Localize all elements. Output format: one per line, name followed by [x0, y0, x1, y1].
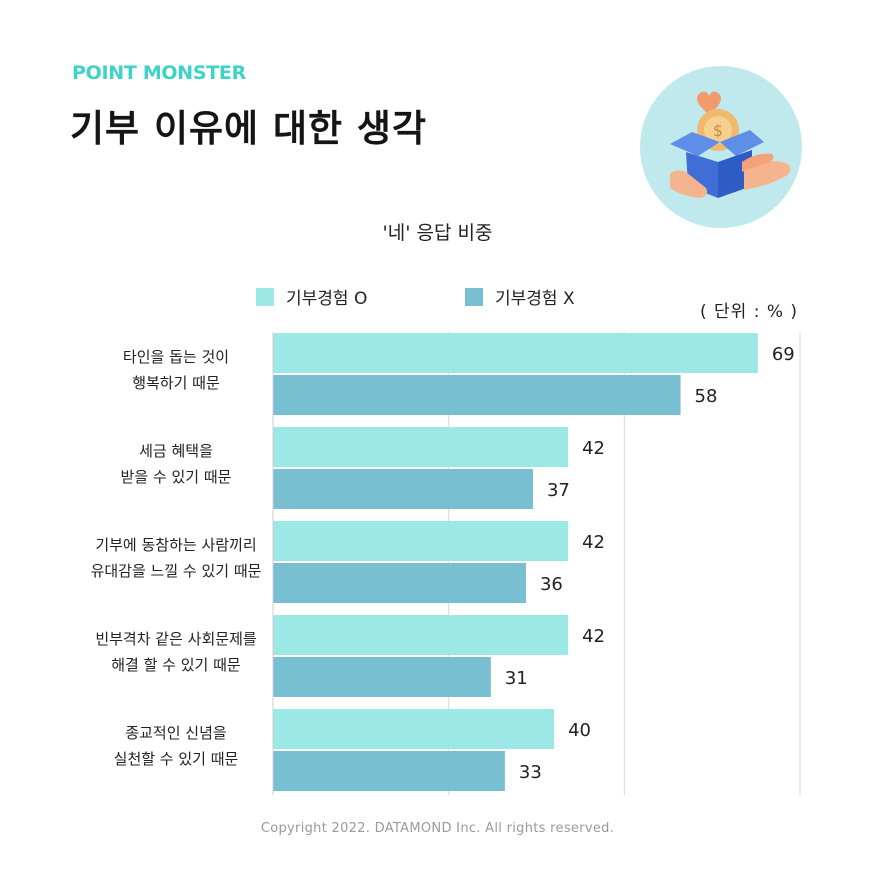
category-label: 유대감을 느낄 수 있기 때문	[91, 562, 262, 580]
bar-x-2	[273, 563, 526, 603]
bar-o-2	[273, 521, 569, 561]
bar-o-3	[273, 615, 569, 655]
donation-box-hands-coin-heart-icon: $	[640, 66, 802, 228]
data-label: 58	[695, 386, 718, 407]
category-label: 세금 혜택을	[139, 442, 213, 460]
data-label: 42	[582, 438, 605, 459]
data-label: 37	[547, 480, 570, 501]
data-label: 69	[772, 344, 795, 365]
data-label: 42	[582, 532, 605, 553]
data-label: 33	[519, 762, 542, 783]
legend-swatch-o	[256, 287, 274, 306]
data-label: 31	[505, 668, 528, 689]
bar-x-3	[273, 657, 491, 697]
chart-title: '네' 응답 비중	[382, 222, 493, 244]
bar-o-1	[273, 427, 569, 467]
bar-o-0	[273, 333, 758, 373]
category-label: 기부에 동참하는 사람끼리	[95, 536, 256, 554]
legend-item-o: 기부경험 O	[256, 284, 367, 309]
legend-label-o: 기부경험 O	[286, 289, 368, 309]
brand-logo-text: POINT MONSTER	[72, 62, 246, 84]
category-label: 타인을 돕는 것이	[123, 348, 229, 366]
category-label: 행복하기 때문	[132, 374, 220, 392]
page-title: 기부 이유에 대한 생각	[70, 107, 428, 150]
bar-x-0	[273, 375, 681, 415]
legend-swatch-x	[465, 287, 483, 306]
legend-label-x: 기부경험 X	[495, 289, 575, 309]
svg-text:$: $	[713, 121, 723, 140]
legend-item-x: 기부경험 X	[465, 284, 575, 309]
data-label: 42	[582, 626, 605, 647]
category-label: 받을 수 있기 때문	[121, 468, 232, 486]
category-label: 빈부격차 같은 사회문제를	[95, 630, 257, 648]
bar-x-1	[273, 469, 533, 509]
category-label: 종교적인 신념을	[125, 724, 226, 742]
data-label: 40	[568, 720, 591, 741]
bar-x-4	[273, 751, 505, 791]
bar-o-4	[273, 709, 555, 749]
unit-label: ( 단위 : % )	[700, 302, 799, 322]
copyright-text: Copyright 2022. DATAMOND Inc. All rights…	[260, 821, 615, 836]
category-label: 실천할 수 있기 때문	[114, 750, 239, 768]
data-label: 36	[540, 574, 563, 595]
category-label: 해결 할 수 있기 때문	[111, 656, 241, 674]
